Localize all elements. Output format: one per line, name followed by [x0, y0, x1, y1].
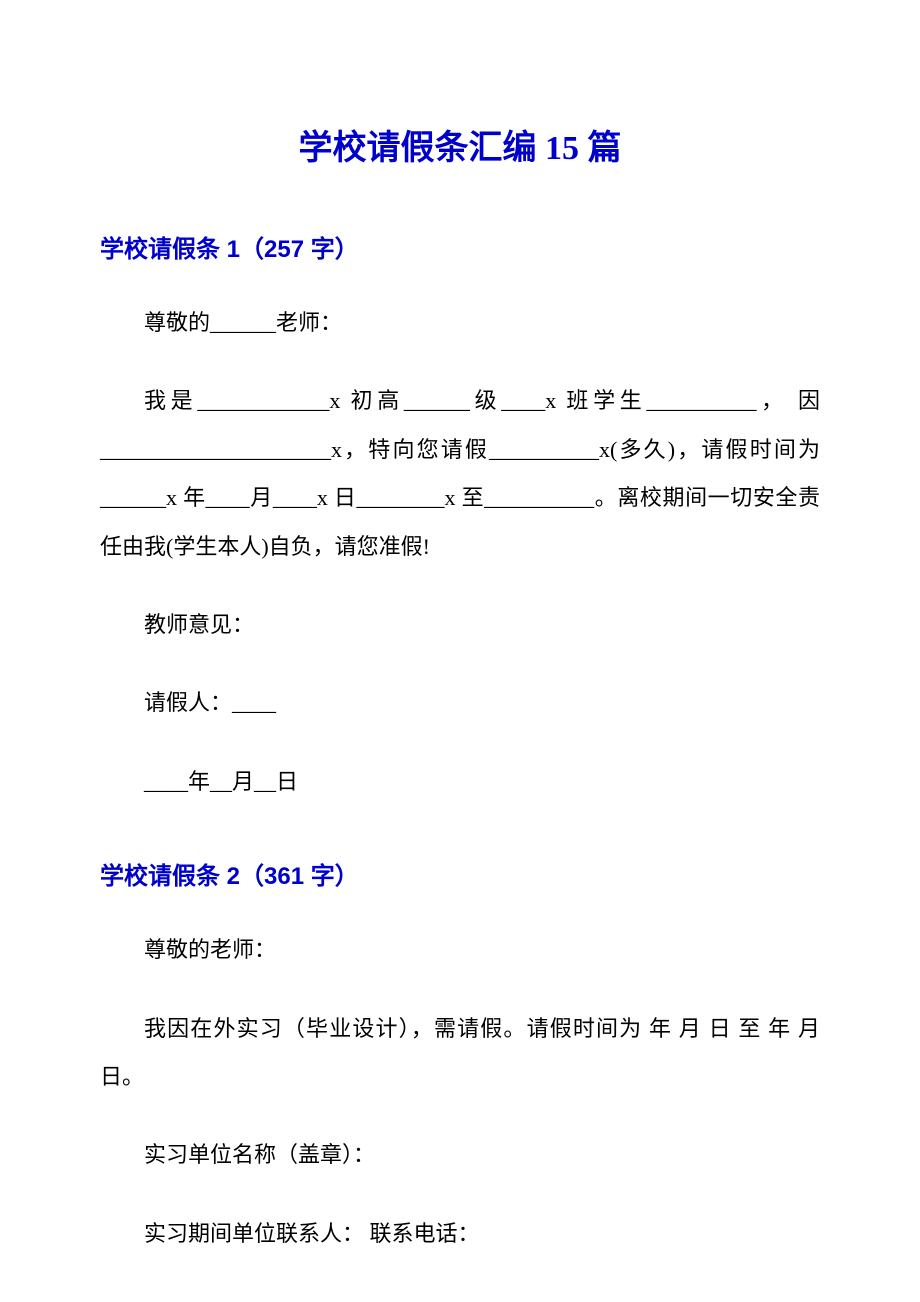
section-1-p5: ____年__月__日 — [100, 758, 820, 806]
section-2-p3: 实习单位名称（盖章）： — [100, 1131, 820, 1179]
document-title: 学校请假条汇编 15 篇 — [100, 120, 820, 169]
section-2-p4: 实习期间单位联系人： 联系电话： — [100, 1210, 820, 1258]
section-2-p1: 尊敬的老师： — [100, 926, 820, 974]
section-1-p1: 尊敬的______老师： — [100, 299, 820, 347]
section-1-heading: 学校请假条 1（257 字） — [100, 229, 820, 264]
section-1-p4: 请假人：____ — [100, 679, 820, 727]
section-2-p2: 我因在外实习（毕业设计），需请假。请假时间为 年 月 日 至 年 月 日。 — [100, 1005, 820, 1102]
section-1-p3: 教师意见： — [100, 601, 820, 649]
section-2-heading: 学校请假条 2（361 字） — [100, 856, 820, 891]
section-1-p2: 我是____________x 初高______级____x 班学生______… — [100, 377, 820, 571]
